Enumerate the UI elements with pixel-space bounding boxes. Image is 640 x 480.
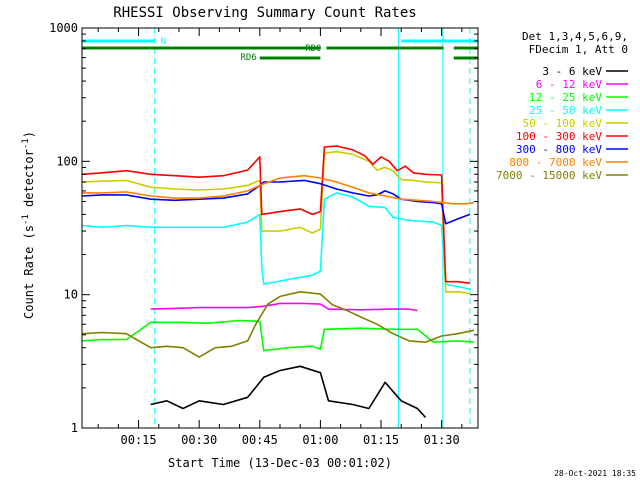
series-line-8 [81,290,475,358]
series-line-6 [81,179,471,225]
y-label-sup2: -1 [21,138,31,149]
y-tick-label-0: 1 [71,421,78,435]
y-tick-label-3: 1000 [49,21,78,35]
x-axis-label: Start Time (13-Dec-03 00:01:02) [168,456,392,470]
x-tick-label-1: 00:30 [181,433,217,447]
legend-label-8: 7000 - 15000 keV [496,169,602,182]
axis-layer: 1 10 100 1000 00:15 00:30 00:45 01:00 01:15 01:30 [49,21,479,447]
rd6-label: RD6 [241,53,257,63]
legend-label-0: 3 - 6 keV [542,65,602,78]
y-tick-label-1: 10 [64,288,78,302]
x-tick-label-2: 00:45 [242,433,278,447]
y-tick-label-2: 100 [56,154,78,168]
x-tick-label-3: 01:00 [302,433,338,447]
series-line-5 [81,145,470,284]
legend-header-1: FDecim 1, Att 0 [529,43,628,56]
y-label-mid: detector [22,149,36,214]
series-line-2 [81,319,475,352]
timestamp: 28-Oct-2021 18:35 [554,469,636,478]
legend-header-0: Det 1,3,4,5,6,9, [522,30,628,43]
legend: Det 1,3,4,5,6,9,FDecim 1, Att 0 3 - 6 keV… [496,30,628,182]
series-line-1 [150,302,418,312]
plot-frame [81,27,479,429]
x-tick-label-0: 00:15 [121,433,157,447]
rd0-label: RD0 [305,44,321,54]
series-line-7 [82,174,475,205]
series-line-3 [81,192,471,290]
y-label-main: Count Rate (s [22,225,36,319]
x-tick-label-5: 01:30 [424,433,460,447]
annotation-layer: N RD0 RD6 [82,28,478,428]
series-layer [81,145,475,418]
legend-label-1: 6 - 12 keV [536,78,603,91]
y-label-sup1: -1 [21,214,31,225]
x-tick-label-4: 01:15 [363,433,399,447]
legend-label-4: 50 - 100 keV [523,117,603,130]
legend-label-5: 100 - 300 keV [516,130,602,143]
legend-label-6: 300 - 800 keV [516,143,602,156]
legend-label-3: 25 - 50 keV [529,104,602,117]
night-label: N [161,37,166,47]
y-axis-label: Count Rate (s-1 detector-1) [21,131,36,319]
y-label-end: ) [22,131,36,138]
series-line-0 [150,365,427,418]
legend-label-2: 12 - 25 keV [529,91,602,104]
legend-label-7: 800 - 7000 keV [509,156,602,169]
chart-title: RHESSI Observing Summary Count Rates [113,5,416,21]
